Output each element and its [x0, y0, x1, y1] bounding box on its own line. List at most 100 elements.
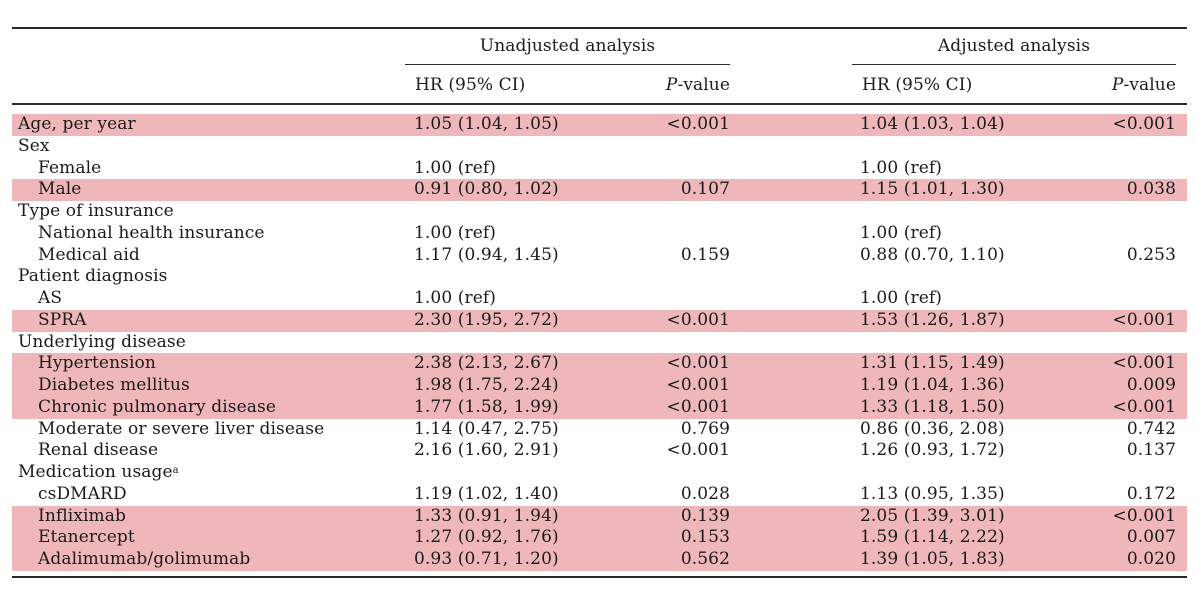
unadjusted-p-cell — [600, 288, 730, 310]
row-label: Female — [38, 157, 102, 178]
row-label: Adalimumab/golimumab — [38, 549, 251, 569]
row-label: Medication usagea — [18, 462, 179, 482]
adjusted-p-cell: 0.038 — [1126, 179, 1176, 200]
header-bottom-rule — [12, 103, 1187, 105]
adjusted-p-cell: 0.007 — [1126, 527, 1176, 548]
table-row: Underlying disease — [12, 332, 1187, 354]
adjusted-p-cell — [1046, 266, 1176, 288]
table-top-rule — [12, 27, 1187, 29]
unadjusted-hr-cell: 1.19 (1.02, 1.40) — [414, 483, 559, 504]
adjusted-hr-cell: 1.33 (1.18, 1.50) — [860, 396, 1005, 417]
unadjusted-p-cell: 0.153 — [680, 527, 730, 548]
row-label: SPRA — [38, 309, 87, 330]
adjusted-group-rule — [852, 64, 1176, 65]
unadjusted-hr-cell: 1.17 (0.94, 1.45) — [414, 244, 559, 265]
unadjusted-hr-cell: 2.38 (2.13, 2.67) — [414, 353, 559, 374]
unadjusted-p-cell — [600, 266, 730, 288]
adjusted-hr-cell: 1.04 (1.03, 1.04) — [860, 114, 1005, 134]
unadjusted-hr-cell: 1.05 (1.04, 1.05) — [414, 114, 559, 134]
table-body: Age, per year 1.05 (1.04, 1.05) <0.001 1.04… — [12, 114, 1187, 571]
adjusted-hr-cell: 1.00 (ref) — [860, 157, 942, 178]
unadjusted-hr-cell: 2.30 (1.95, 2.72) — [414, 309, 559, 330]
unadjusted-p-cell: 0.159 — [680, 244, 730, 265]
row-label: Type of insurance — [18, 201, 174, 221]
unadjusted-p-cell: 0.107 — [680, 179, 730, 200]
unadjusted-p-cell: 0.562 — [680, 549, 730, 569]
unadjusted-group-header: Unadjusted analysis — [479, 36, 656, 56]
unadjusted-hr-cell: 1.00 (ref) — [414, 222, 496, 243]
row-label: AS — [38, 288, 63, 308]
row-label: Moderate or severe liver disease — [38, 418, 325, 439]
table-row: Etanercept 1.27 (0.92, 1.76) 0.153 1.59 (1.… — [12, 527, 1187, 549]
table-row: Age, per year 1.05 (1.04, 1.05) <0.001 1.04… — [12, 114, 1187, 136]
unadjusted-p-cell: <0.001 — [666, 353, 730, 374]
adjusted-hr-cell: 1.59 (1.14, 2.22) — [860, 527, 1005, 548]
table-row: Medical aid 1.17 (0.94, 1.45) 0.159 0.88 (0… — [12, 245, 1187, 267]
p-italic: P — [665, 75, 678, 95]
unadjusted-p-cell: 0.028 — [680, 483, 730, 504]
adjusted-hr-cell: 0.88 (0.70, 1.10) — [860, 244, 1005, 265]
table-row: Infliximab 1.33 (0.91, 1.94) 0.139 2.05 (1.… — [12, 505, 1187, 528]
unadjusted-hr-cell: 1.00 (ref) — [414, 157, 496, 178]
row-label: csDMARD — [38, 483, 127, 504]
row-label: Renal disease — [38, 440, 159, 461]
row-label: Patient diagnosis — [18, 266, 168, 287]
unadjusted-p-cell — [600, 136, 730, 158]
table-row: Medication usagea — [12, 462, 1187, 484]
table-row: Diabetes mellitus 1.98 (1.75, 2.24) <0.001… — [12, 375, 1187, 397]
row-label: Etanercept — [38, 527, 135, 548]
table-row: Sex — [12, 136, 1187, 158]
row-label: Chronic pulmonary disease — [38, 396, 276, 417]
footnote-marker: a — [172, 465, 179, 476]
adjusted-hr-cell: 1.31 (1.15, 1.49) — [860, 353, 1005, 374]
table-row: National health insurance 1.00 (ref) 1.00 … — [12, 223, 1187, 245]
unadjusted-p-header: P-value — [600, 74, 730, 96]
adjusted-hr-cell: 1.19 (1.04, 1.36) — [860, 375, 1005, 395]
adjusted-hr-cell: 1.53 (1.26, 1.87) — [860, 309, 1005, 330]
table-row: SPRA 2.30 (1.95, 2.72) <0.001 1.53 (1.26, 1… — [12, 309, 1187, 332]
adjusted-p-cell — [1046, 136, 1176, 158]
unadjusted-hr-cell: 0.91 (0.80, 1.02) — [414, 179, 559, 200]
table-row: Female 1.00 (ref) 1.00 (ref) — [12, 158, 1187, 180]
adjusted-p-cell: <0.001 — [1112, 353, 1176, 374]
table-row: Type of insurance — [12, 201, 1187, 223]
row-label: Underlying disease — [18, 331, 186, 352]
unadjusted-hr-cell: 0.93 (0.71, 1.20) — [414, 549, 559, 569]
unadjusted-hr-cell: 1.33 (0.91, 1.94) — [414, 505, 559, 526]
table-row: Moderate or severe liver disease 1.14 (0.… — [12, 419, 1187, 441]
adjusted-hr-cell: 1.13 (0.95, 1.35) — [860, 483, 1005, 504]
table-row: AS 1.00 (ref) 1.00 (ref) — [12, 288, 1187, 310]
table-row: Chronic pulmonary disease 1.77 (1.58, 1.9… — [12, 396, 1187, 419]
unadjusted-p-cell: <0.001 — [666, 396, 730, 417]
row-label: Medical aid — [38, 244, 140, 265]
adjusted-hr-header: HR (95% CI) — [862, 75, 973, 95]
adjusted-p-header: P-value — [1046, 74, 1176, 96]
adjusted-p-cell: 0.253 — [1126, 244, 1176, 265]
adjusted-p-cell: <0.001 — [1112, 114, 1176, 134]
unadjusted-p-cell: <0.001 — [666, 114, 730, 134]
adjusted-p-cell — [1046, 462, 1176, 484]
adjusted-p-cell — [1046, 223, 1176, 245]
unadjusted-hr-cell: 1.00 (ref) — [414, 288, 496, 308]
p-italic: P — [1111, 75, 1124, 95]
adjusted-p-cell: <0.001 — [1112, 396, 1176, 417]
adjusted-p-cell: <0.001 — [1112, 309, 1176, 330]
unadjusted-hr-cell: 2.16 (1.60, 2.91) — [414, 440, 559, 461]
adjusted-hr-cell: 2.05 (1.39, 3.01) — [860, 505, 1005, 526]
adjusted-p-cell — [1046, 158, 1176, 180]
adjusted-hr-cell: 1.00 (ref) — [860, 288, 942, 308]
table-row: Patient diagnosis — [12, 266, 1187, 288]
unadjusted-p-cell: <0.001 — [666, 440, 730, 461]
adjusted-p-cell: 0.742 — [1126, 418, 1176, 439]
unadjusted-p-cell: <0.001 — [666, 309, 730, 330]
unadjusted-hr-cell: 1.77 (1.58, 1.99) — [414, 396, 559, 417]
adjusted-hr-cell: 1.00 (ref) — [860, 222, 942, 243]
unadjusted-p-cell — [600, 223, 730, 245]
table-row: Adalimumab/golimumab 0.93 (0.71, 1.20) 0.5… — [12, 549, 1187, 571]
unadjusted-p-cell: <0.001 — [666, 375, 730, 395]
adjusted-p-cell: 0.137 — [1126, 440, 1176, 461]
adjusted-p-cell — [1046, 332, 1176, 354]
unadjusted-hr-header: HR (95% CI) — [415, 75, 526, 95]
unadjusted-hr-cell: 1.27 (0.92, 1.76) — [414, 527, 559, 548]
